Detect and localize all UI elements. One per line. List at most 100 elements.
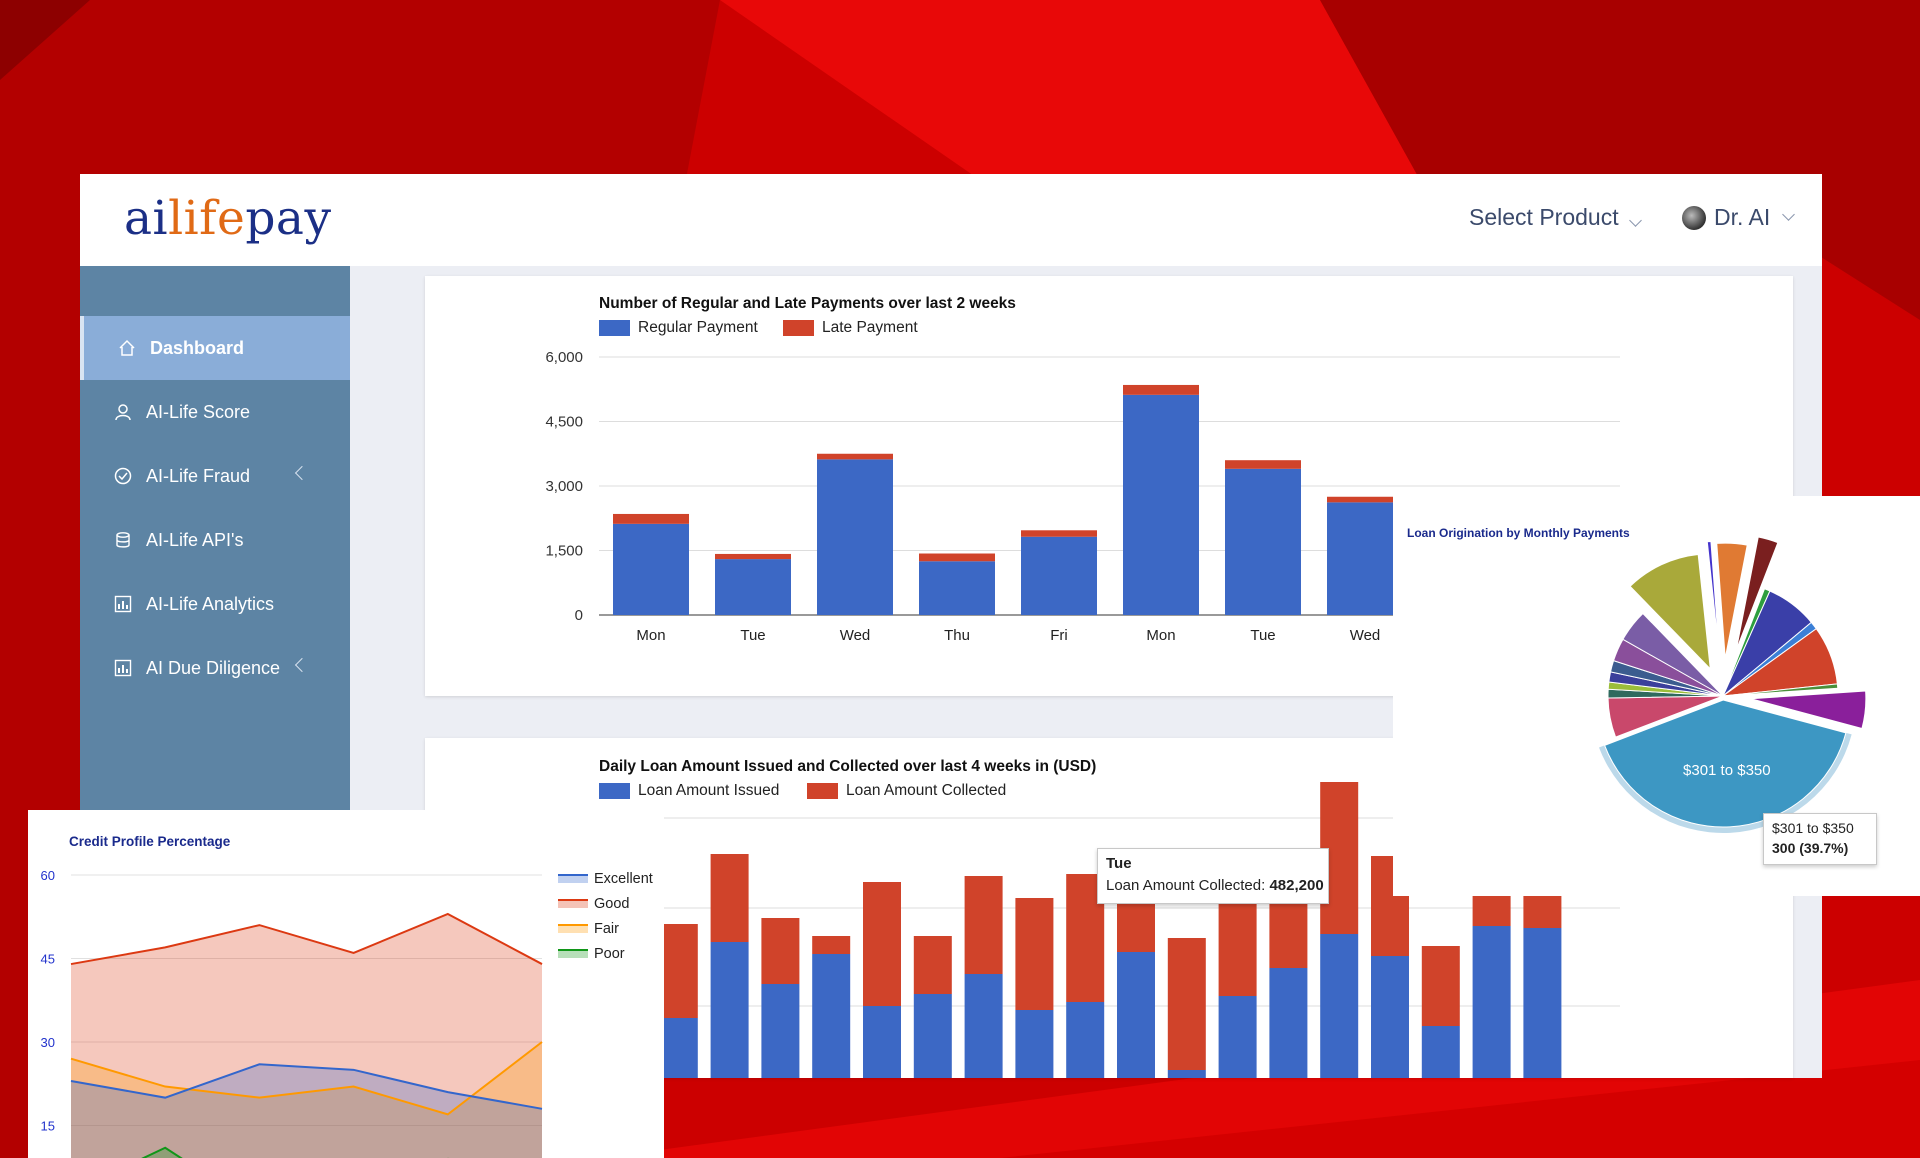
legend-label: Regular Payment [638,319,758,336]
bar-loan-collected [710,854,749,942]
line-poor [141,1146,450,1158]
chart-title: Loan Origination by Monthly Payments [1407,526,1630,540]
bar-loan-issued [710,942,749,1078]
legend-label: Loan Amount Issued [638,782,780,799]
sidebar-item-ai-life-score[interactable]: AI-Life Score [80,380,350,444]
select-product-dropdown[interactable]: Select Product [1469,204,1642,231]
pie-slice [1722,683,1839,697]
area-good [71,913,542,1158]
sidebar-item-ai-life-analytics[interactable]: AI-Life Analytics [80,572,350,636]
home-icon [116,337,138,359]
pie-slice [1603,699,1847,828]
legend-loan-collected[interactable]: Loan Amount Collected [807,782,1006,800]
area-fair [71,1042,542,1158]
chevron-left-icon [294,657,310,673]
bar-loan-issued [1167,1070,1206,1078]
bar-loan-collected [863,882,901,1006]
user-menu[interactable]: Dr. AI [1682,204,1796,231]
legend-loan-issued[interactable]: Loan Amount Issued [599,782,779,800]
bar-loan-collected [1015,898,1054,1010]
x-tick-label: Mon [636,627,665,644]
bar-chart-icon [112,657,134,679]
pie-tooltip: $301 to $350 300 (39.7%) [1763,813,1877,865]
chart-tooltip: Tue Loan Amount Collected: 482,200 [1097,848,1329,904]
bar-late-payment [1123,384,1199,395]
tooltip-title: Tue [1106,855,1132,872]
bar-loan-issued [1218,996,1257,1078]
bar-loan-collected [1167,938,1206,1070]
legend-late-payment[interactable]: Late Payment [783,319,918,337]
legend-swatch [558,950,588,958]
legend-label: Fair [594,921,619,937]
y-tick-label: 4,500 [545,414,583,431]
sidebar-item-ai-life-fraud[interactable]: AI-Life Fraud [80,444,350,508]
sidebar-item-label: AI-Life Fraud [146,465,251,486]
user-icon [112,401,134,423]
y-tick-label: 6,000 [545,349,583,366]
sidebar-item-dashboard[interactable]: Dashboard [80,316,350,380]
bar-loan-issued [1117,952,1155,1078]
x-tick-label: Wed [840,627,871,644]
y-tick-label: 60 [41,868,55,883]
area-excellent [71,1064,542,1158]
legend-regular-payment[interactable]: Regular Payment [599,319,758,337]
sidebar-item-ai-due-diligence[interactable]: AI Due Diligence [80,636,350,700]
bar-loan-issued [863,1006,901,1078]
legend-swatch [599,783,630,799]
bar-loan-collected [812,936,851,954]
x-tick-label: Tue [740,627,765,644]
x-tick-label: Mon [1146,627,1175,644]
avatar [1682,205,1706,230]
chart-title: Credit Profile Percentage [69,834,231,849]
bar-late-payment [817,453,893,460]
legend-swatch [558,925,588,933]
ailifepay-logo[interactable]: ailifepay [124,191,332,246]
legend-label: Loan Amount Collected [846,782,1007,799]
bar-loan-issued [812,954,851,1078]
pie-slice [1622,612,1724,697]
bar-loan-issued [1472,926,1511,1078]
pie-slice-label: $301 to $350 [1683,762,1771,779]
bar-loan-issued [1421,1026,1460,1078]
chevron-down-icon [1782,208,1796,221]
bar-loan-issued [964,974,1003,1078]
bar-loan-collected [1421,946,1460,1026]
tooltip-label: Loan Amount Collected: [1106,877,1266,894]
legend-swatch [783,320,814,336]
sidebar-item-label: AI Due Diligence [146,657,281,678]
select-product-label: Select Product [1469,204,1619,230]
pie-slice [1706,540,1720,657]
bar-loan-issued [761,984,800,1078]
y-tick-label: 3,000 [545,478,583,495]
legend-swatch [558,875,588,883]
line-good [70,912,543,966]
bar-regular-payment [1123,394,1199,615]
bar-loan-collected [913,936,952,994]
legend-label: Late Payment [822,319,918,336]
sidebar-item-label: Dashboard [150,337,245,358]
pie-slice [1629,553,1711,671]
bar-regular-payment [1327,502,1403,615]
bar-regular-payment [919,561,995,615]
tooltip-value: 482,200 [1269,877,1324,894]
bar-regular-payment [817,459,893,615]
sidebar-item-ai-life-apis[interactable]: AI-Life API's [80,508,350,572]
bar-late-payment [1327,496,1403,503]
x-tick-label: Fri [1050,627,1068,644]
bar-late-payment [1021,530,1097,537]
loan-origination-pie-chart: $301 to $350 [1598,536,1867,833]
x-tick-label: Tue [1250,627,1275,644]
y-tick-label: 45 [41,952,55,967]
bar-loan-issued [1523,928,1562,1078]
bar-loan-issued [1066,1002,1105,1078]
payments-bar-chart: 6,000 4,500 3,000 1,500 0 Mon Tue Wed Thu Fri Mon T… [545,349,1620,644]
tooltip-title: $301 to $350 [1772,820,1854,836]
pie-slice [1735,536,1779,651]
database-icon [112,529,134,551]
bar-loan-collected [1269,900,1308,968]
bar-late-payment [1225,460,1301,469]
bar-loan-issued [1269,968,1308,1078]
bar-late-payment [715,553,791,560]
bar-regular-payment [1021,536,1097,615]
legend-label: Good [594,896,629,912]
